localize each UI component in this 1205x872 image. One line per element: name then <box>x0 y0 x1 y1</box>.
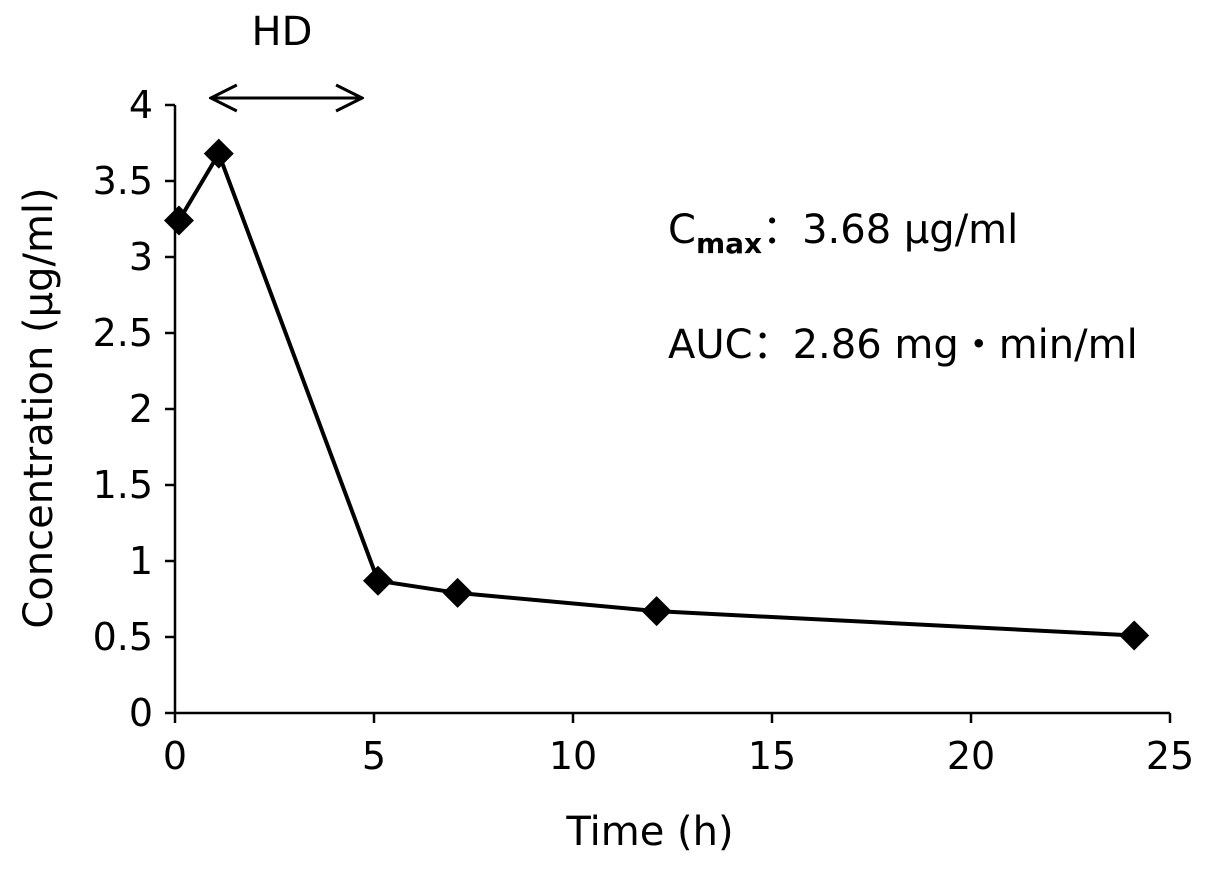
ticks: 0 0.5 1 1.5 2 2.5 3 3.5 4 0 5 10 15 20 25 <box>93 83 1195 778</box>
data-point <box>1119 620 1150 651</box>
y-tick-label: 2.5 <box>93 311 153 355</box>
series-line <box>177 151 1135 638</box>
y-tick-label: 2 <box>129 387 153 431</box>
auc-label: AUC <box>668 322 753 368</box>
cmax-annotation: Cmax：3.68 μg/ml <box>668 207 1018 260</box>
y-tick-label: 3 <box>129 235 153 279</box>
data-point <box>203 138 234 169</box>
x-tick-label: 20 <box>947 734 995 778</box>
y-tick-label: 0 <box>129 691 153 735</box>
x-axis-title: Time (h) <box>565 809 733 855</box>
auc-separator: ： <box>753 322 793 368</box>
y-axis-title: Concentration (μg/ml) <box>16 187 62 628</box>
auc-annotation: AUC：2.86 mg・min/ml <box>668 322 1138 368</box>
axes <box>173 105 1170 715</box>
x-tick-label: 5 <box>362 734 386 778</box>
cmax-subscript: max <box>696 227 762 260</box>
cmax-value: 3.68 μg/ml <box>802 207 1018 253</box>
y-tick-label: 0.5 <box>93 615 153 659</box>
hd-label: HD <box>252 9 313 55</box>
cmax-main: C <box>668 207 696 253</box>
data-point <box>442 577 473 608</box>
x-tick-label: 15 <box>748 734 796 778</box>
y-tick-label: 1 <box>129 539 153 583</box>
cmax-separator: ： <box>762 207 802 253</box>
data-point <box>163 205 194 236</box>
y-tick-label: 4 <box>129 83 153 127</box>
y-tick-label: 1.5 <box>93 463 153 507</box>
auc-value: 2.86 mg・min/ml <box>793 322 1138 368</box>
y-tick-label: 3.5 <box>93 159 153 203</box>
series <box>163 138 1150 651</box>
x-tick-label: 0 <box>163 734 187 778</box>
x-tick-label: 25 <box>1146 734 1194 778</box>
x-tick-label: 10 <box>549 734 597 778</box>
data-point <box>362 565 393 596</box>
data-point <box>641 596 672 627</box>
